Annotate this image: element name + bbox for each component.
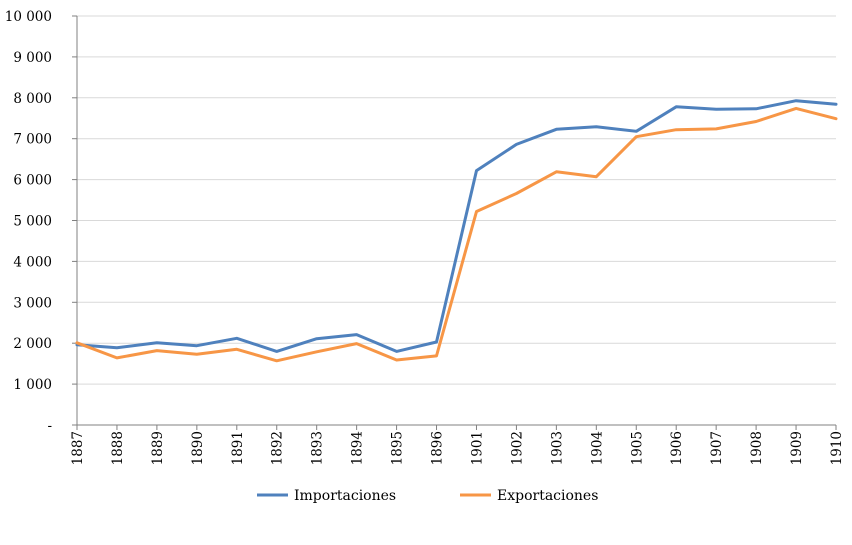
legend: Importaciones Exportaciones bbox=[257, 488, 598, 504]
x-tick-label: 1890 bbox=[190, 431, 206, 465]
x-tick-label: 1905 bbox=[629, 431, 645, 465]
gridlines bbox=[77, 15, 836, 385]
x-tick-label: 1891 bbox=[230, 431, 246, 465]
y-tick-label: 4 000 bbox=[13, 254, 52, 270]
x-tick-label: 1896 bbox=[430, 431, 446, 465]
axes bbox=[72, 15, 837, 430]
y-tick-label: 9 000 bbox=[13, 50, 52, 66]
series-lines bbox=[75, 99, 838, 363]
x-tick-label: 1892 bbox=[270, 431, 286, 465]
y-tick-label: 5 000 bbox=[13, 214, 52, 230]
x-tick-label: 1903 bbox=[549, 431, 565, 465]
y-tick-label: 2 000 bbox=[13, 336, 52, 352]
x-tick-label: 1907 bbox=[709, 431, 725, 465]
x-tick-labels: 1887 1888 1889 1890 1891 1892 1893 1894 1895 1896… bbox=[70, 431, 845, 465]
x-tick-label: 1910 bbox=[829, 431, 845, 465]
legend-label-exportaciones: Exportaciones bbox=[497, 488, 598, 504]
x-tick-label: 1893 bbox=[310, 431, 326, 465]
y-tick-labels: - 1 000 2 000 3 000 4 000 5 000 6 000 7 000 8 00… bbox=[5, 9, 52, 434]
x-tick-label: 1889 bbox=[150, 431, 166, 465]
x-tick-label: 1909 bbox=[789, 431, 805, 465]
series-line-importaciones bbox=[75, 99, 838, 353]
x-tick-label: 1895 bbox=[390, 431, 406, 465]
x-tick-label: 1902 bbox=[509, 431, 525, 465]
legend-label-importaciones: Importaciones bbox=[294, 488, 396, 504]
y-tick-label: - bbox=[47, 418, 52, 434]
y-tick-label: 8 000 bbox=[13, 91, 52, 107]
x-tick-label: 1908 bbox=[749, 431, 765, 465]
y-tick-label: 6 000 bbox=[13, 173, 52, 189]
series-line-exportaciones bbox=[75, 106, 838, 363]
y-tick-label: 7 000 bbox=[13, 132, 52, 148]
x-tick-label: 1906 bbox=[669, 431, 685, 465]
y-tick-label: 10 000 bbox=[5, 9, 52, 25]
x-tick-label: 1887 bbox=[70, 431, 86, 465]
x-tick-label: 1894 bbox=[350, 431, 366, 465]
x-tick-label: 1901 bbox=[469, 431, 485, 465]
x-tick-label: 1904 bbox=[589, 431, 605, 465]
y-tick-label: 1 000 bbox=[13, 377, 52, 393]
y-tick-label: 3 000 bbox=[13, 295, 52, 311]
x-tick-label: 1888 bbox=[110, 431, 126, 465]
